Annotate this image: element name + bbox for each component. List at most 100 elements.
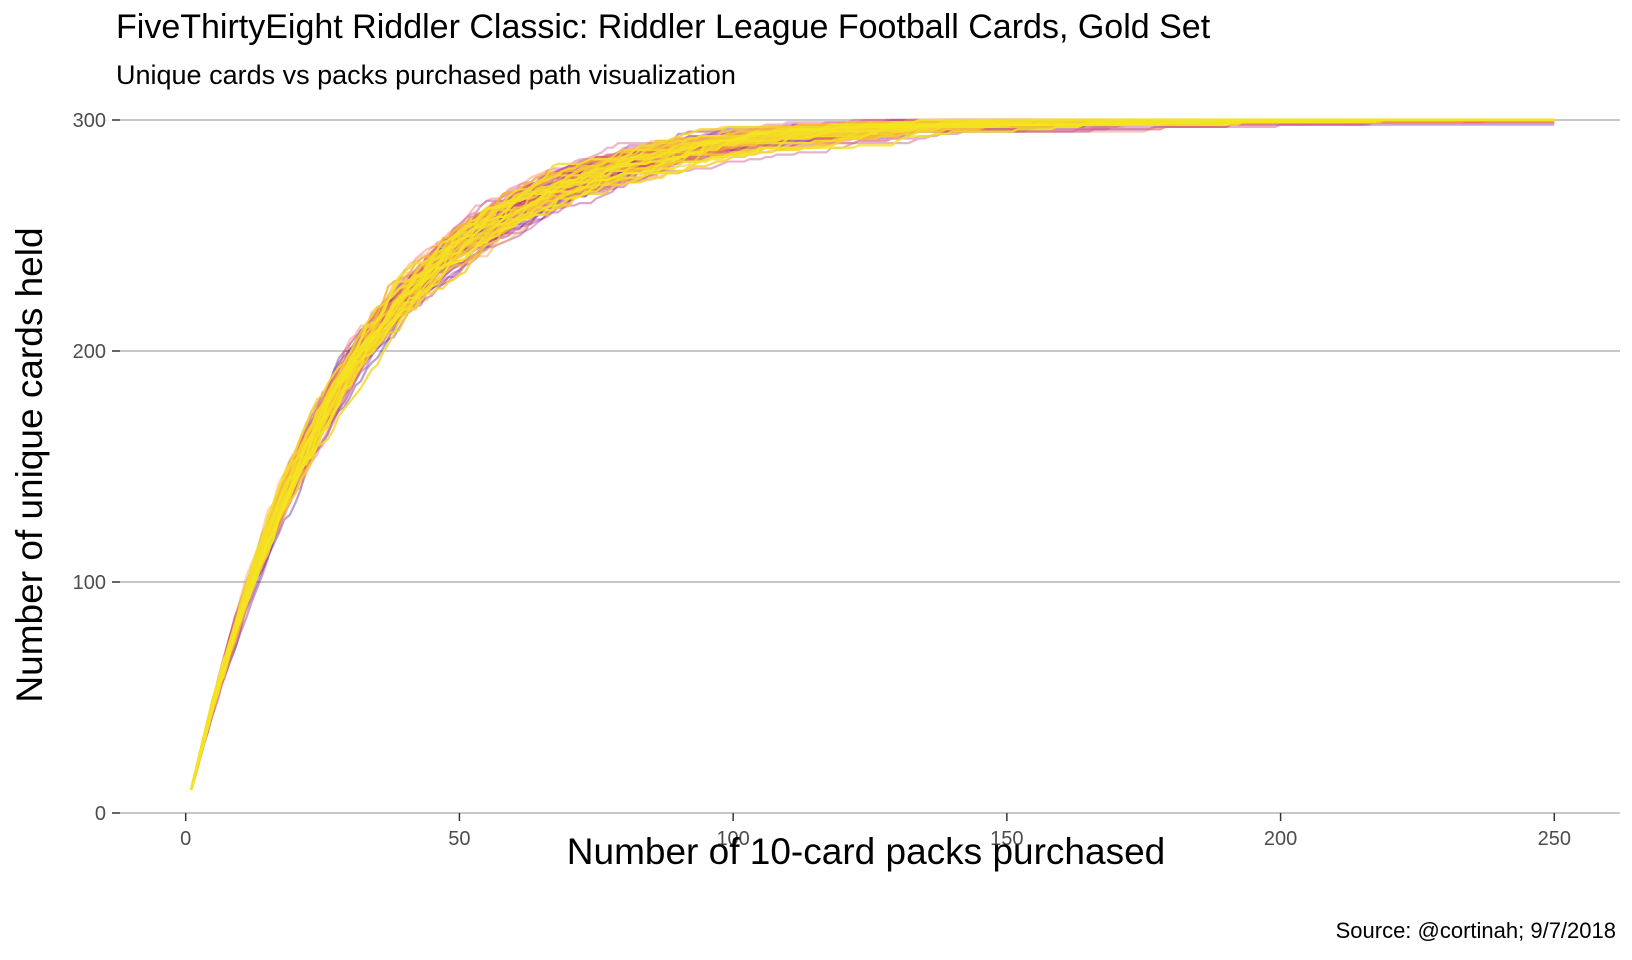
series-path [190,118,1555,791]
series-path [190,118,1555,791]
series-path [190,118,1555,791]
series-path [190,118,1555,791]
series-path [190,121,1555,791]
series-path [190,118,1555,791]
series-path [190,121,1555,791]
chart-subtitle: Unique cards vs packs purchased path vis… [116,60,736,90]
series-path [190,118,1555,791]
y-tick-label: 0 [95,803,106,825]
series-path [190,118,1555,791]
series-path [190,118,1555,791]
series-path [190,118,1555,791]
series-path [190,118,1555,791]
series-layer [190,118,1555,791]
series-path [190,118,1555,791]
series-path [190,118,1555,791]
series-path [190,118,1555,791]
series-path [190,118,1555,791]
series-path [190,118,1555,791]
series-path [190,118,1555,791]
series-path [190,118,1555,791]
series-path [190,118,1555,791]
series-path [190,121,1555,791]
series-path [190,118,1555,791]
series-path [190,118,1555,791]
series-path [190,118,1555,791]
series-path [190,118,1555,791]
series-path [190,118,1555,791]
series-path [190,118,1555,791]
series-path [190,118,1555,791]
series-path [190,118,1555,791]
x-tick-label: 250 [1538,828,1571,850]
series-path [190,118,1555,791]
series-path [190,118,1555,791]
y-tick-label: 300 [73,110,106,132]
series-path [190,118,1555,791]
series-path [190,118,1555,791]
series-path [190,118,1555,791]
x-tick-label: 50 [448,828,470,850]
series-path [190,118,1555,791]
series-path [190,118,1555,791]
x-tick-label: 0 [180,828,191,850]
series-path [190,118,1555,791]
series-path [190,118,1555,791]
y-axis-title: Number of unique cards held [9,227,50,702]
series-path [190,118,1555,791]
axis-layer: 0 100 200 300 0 50 100 150 200 250 [73,110,1571,850]
series-path [190,118,1555,791]
series-path [190,118,1555,791]
series-path [190,118,1555,791]
series-path [190,123,1555,791]
series-path [190,118,1555,791]
series-path [190,118,1555,791]
series-path [190,118,1555,791]
series-path [190,118,1555,791]
series-path [190,118,1555,791]
series-path [190,118,1555,791]
series-path [190,118,1555,791]
series-path [190,118,1555,791]
series-path [190,118,1555,791]
series-path [190,118,1555,791]
series-path [190,118,1555,791]
series-path [190,118,1555,791]
x-tick-label: 100 [716,828,749,850]
series-path [190,118,1555,791]
x-axis-title: Number of 10-card packs purchased [567,831,1165,872]
series-path [190,118,1555,791]
series-path [190,118,1555,791]
series-path [190,118,1555,791]
x-tick-label: 150 [990,828,1023,850]
series-path [190,118,1555,791]
series-path [190,118,1555,791]
series-path [190,118,1555,791]
series-path [190,118,1555,791]
series-path [190,118,1555,791]
y-tick-label: 200 [73,341,106,363]
series-path [190,118,1555,791]
series-path [190,118,1555,791]
series-path [190,118,1555,791]
series-path [190,118,1555,791]
series-path [190,118,1555,791]
series-path [190,118,1555,791]
series-path [190,118,1555,791]
series-path [190,118,1555,791]
series-path [190,118,1555,791]
series-path [190,118,1555,791]
series-path [190,118,1555,791]
series-path [190,121,1555,791]
series-path [190,118,1555,791]
series-path [190,118,1555,791]
series-path [190,118,1555,791]
series-path [190,118,1555,791]
series-path [190,118,1555,791]
series-path [190,118,1555,791]
y-tick-label: 100 [73,572,106,594]
series-path [190,118,1555,791]
series-path [190,118,1555,791]
chart-title: FiveThirtyEight Riddler Classic: Riddler… [116,8,1211,46]
